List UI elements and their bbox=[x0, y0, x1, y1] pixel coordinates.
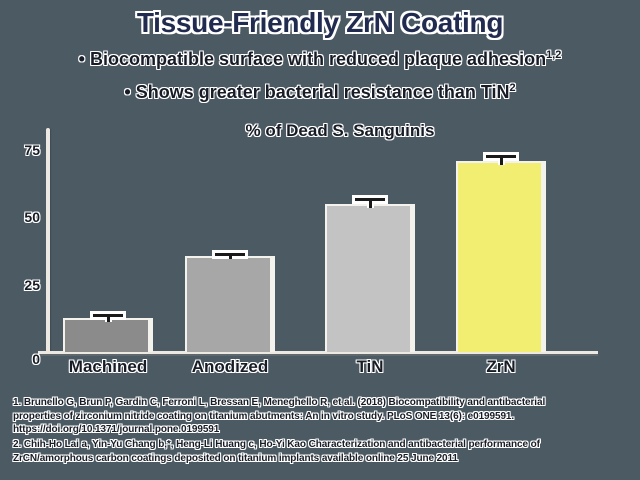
error-bar-stem-tin bbox=[368, 201, 372, 209]
bullet-text: Shows greater bacterial resistance than … bbox=[135, 82, 510, 102]
y-tick-label-75: 75 bbox=[24, 141, 40, 158]
chart-title: % of Dead S. Sanguinis bbox=[245, 121, 435, 140]
error-bar-cap-tin bbox=[355, 198, 385, 202]
bar-tin bbox=[325, 204, 415, 352]
y-tick-label-50: 50 bbox=[24, 209, 40, 225]
category-label-anodized: Anodized bbox=[191, 357, 269, 376]
footnote-2: 2. Chih-Ho Lai a, Yin-Yu Chang b,*, Heng… bbox=[13, 439, 540, 464]
bar-machined bbox=[63, 317, 153, 352]
error-bar-stem-zrn bbox=[499, 157, 503, 165]
y-tick-label-0: 0 bbox=[32, 351, 40, 367]
bullet-superscript: 1,2 bbox=[546, 49, 562, 61]
bullet-marker: • bbox=[78, 49, 85, 69]
error-bar-cap-machined bbox=[93, 314, 123, 318]
error-bar-cap-anodized bbox=[215, 253, 245, 257]
category-label-tin: TiN bbox=[356, 357, 384, 376]
error-bar-cap-zrn bbox=[486, 154, 516, 158]
bar-zrn bbox=[456, 161, 546, 352]
bullet-text: Biocompatible surface with reduced plaqu… bbox=[89, 49, 547, 69]
bullet-superscript: 2 bbox=[509, 82, 516, 94]
category-label-machined: Machined bbox=[68, 357, 148, 376]
bullet-marker: • bbox=[124, 82, 131, 102]
bar-anodized bbox=[185, 255, 275, 352]
category-label-zrn: ZrN bbox=[486, 357, 516, 376]
x-axis-line bbox=[38, 351, 598, 354]
slide-title: Tissue-Friendly ZrN Coating bbox=[136, 7, 504, 38]
bullet-item-2: • Shows greater bacterial resistance tha… bbox=[0, 82, 640, 103]
y-tick-label-25: 25 bbox=[24, 276, 40, 293]
footnote-1: 1. Brunello G, Brun P, Gardin C, Ferroni… bbox=[13, 397, 546, 436]
error-bar-stem-machined bbox=[106, 317, 110, 322]
error-bar-stem-anodized bbox=[228, 256, 232, 260]
bullet-item-1: • Biocompatible surface with reduced pla… bbox=[0, 49, 640, 70]
y-axis-line bbox=[46, 128, 50, 354]
